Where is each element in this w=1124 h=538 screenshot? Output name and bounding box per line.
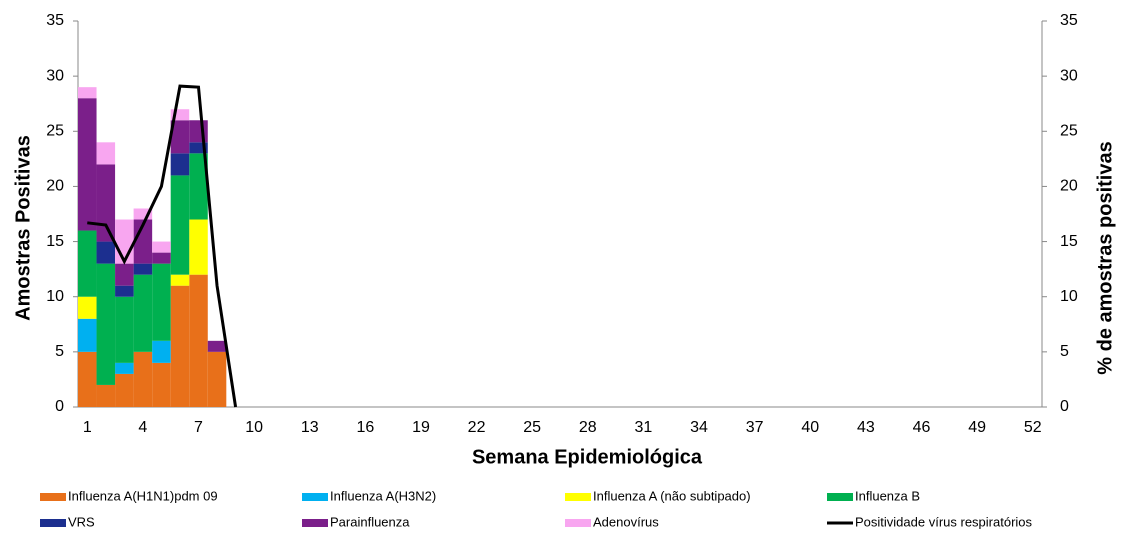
legend-swatch	[40, 519, 66, 527]
y2-tick-label: 25	[1060, 123, 1078, 140]
bar-segment	[78, 98, 97, 231]
bar-segment	[78, 318, 97, 352]
y2-tick-label: 15	[1060, 233, 1078, 250]
x-tick-label: 34	[690, 419, 708, 436]
bar-segment	[189, 153, 208, 220]
y-tick-label: 25	[46, 123, 64, 140]
bar-segment	[152, 340, 171, 363]
legend-swatch	[565, 493, 591, 501]
y2-tick-label: 0	[1060, 398, 1069, 415]
legend-label: Influenza A(H3N2)	[330, 488, 436, 503]
bar-segment	[115, 362, 134, 374]
bar-segment	[152, 263, 171, 341]
y2-tick-label: 10	[1060, 288, 1078, 305]
bar-segment	[96, 164, 116, 242]
bar-segment	[170, 109, 190, 121]
x-tick-label: 37	[746, 419, 764, 436]
bar-segment	[115, 263, 134, 286]
legend-label: Influenza A(H1N1)pdm 09	[68, 488, 218, 503]
x-tick-label: 19	[412, 419, 430, 436]
x-tick-label: 43	[857, 419, 875, 436]
bar-segment	[115, 219, 134, 264]
y-tick-label: 30	[46, 67, 64, 84]
bar-segment	[170, 120, 190, 154]
y-tick-label: 20	[46, 178, 64, 195]
legend-label: VRS	[68, 514, 95, 529]
bar-segment	[78, 230, 97, 297]
bar-segment	[115, 296, 134, 363]
x-tick-label: 25	[523, 419, 541, 436]
bar-segment	[152, 362, 171, 407]
y-tick-label: 15	[46, 233, 64, 250]
legend-label: Positividade vírus respiratórios	[855, 514, 1033, 529]
bar-segment	[133, 208, 153, 220]
bar-segment	[96, 384, 116, 407]
line-series	[87, 84, 238, 408]
bar-segment	[170, 274, 190, 286]
bar-segment	[170, 153, 190, 176]
y2-axis-title: % de amostras positivas	[1094, 141, 1116, 374]
bar-segment	[96, 241, 116, 264]
legend-swatch	[565, 519, 591, 527]
legend-label: Influenza B	[855, 488, 920, 503]
x-tick-label: 16	[356, 419, 374, 436]
bar-segment	[170, 285, 190, 407]
y2-tick-label: 30	[1060, 67, 1078, 84]
bar-segment	[133, 219, 153, 264]
bar-segment	[133, 351, 153, 407]
x-tick-label: 4	[138, 419, 147, 436]
bar-segment	[115, 373, 134, 407]
legend-swatch	[40, 493, 66, 501]
bar-segment	[170, 175, 190, 275]
bar-segment	[152, 241, 171, 253]
bar-segment	[96, 142, 116, 165]
legend-label: Adenovírus	[593, 514, 659, 529]
y-tick-label: 0	[55, 398, 64, 415]
bar-segment	[96, 263, 116, 385]
legend-swatch	[827, 493, 853, 501]
y-tick-label: 10	[46, 288, 64, 305]
y-tick-label: 5	[55, 343, 64, 360]
y2-tick-label: 35	[1060, 12, 1078, 29]
x-tick-label: 49	[968, 419, 986, 436]
x-tick-label: 13	[301, 419, 319, 436]
bar-segment	[133, 263, 153, 275]
bar-segment	[207, 340, 227, 352]
y-tick-label: 35	[46, 12, 64, 29]
bar-segment	[189, 219, 208, 275]
x-tick-label: 31	[635, 419, 653, 436]
legend-swatch	[302, 519, 328, 527]
x-tick-label: 7	[194, 419, 203, 436]
x-tick-label: 40	[801, 419, 819, 436]
legend-swatch	[302, 493, 328, 501]
x-tick-label: 28	[579, 419, 597, 436]
y2-tick-label: 20	[1060, 178, 1078, 195]
y2-tick-label: 5	[1060, 343, 1069, 360]
bar-segment	[78, 351, 97, 407]
bar-segment	[207, 351, 227, 407]
bar-segment	[78, 87, 97, 99]
legend-label: Influenza A (não subtipado)	[593, 488, 751, 503]
x-tick-label: 22	[468, 419, 486, 436]
x-tick-label: 10	[245, 419, 263, 436]
x-tick-label: 1	[83, 419, 92, 436]
bar-segment	[152, 252, 171, 264]
x-tick-label: 52	[1024, 419, 1042, 436]
x-tick-label: 46	[913, 419, 931, 436]
y-axis-title: Amostras Positivas	[12, 135, 34, 321]
bar-segment	[115, 285, 134, 297]
x-axis-title: Semana Epidemiológica	[472, 446, 703, 468]
bar-segment	[133, 274, 153, 352]
bar-segment	[189, 120, 208, 143]
bar-segment	[189, 274, 208, 407]
bar-segment	[189, 142, 208, 154]
bar-segment	[78, 296, 97, 319]
legend-label: Parainfluenza	[330, 514, 410, 529]
